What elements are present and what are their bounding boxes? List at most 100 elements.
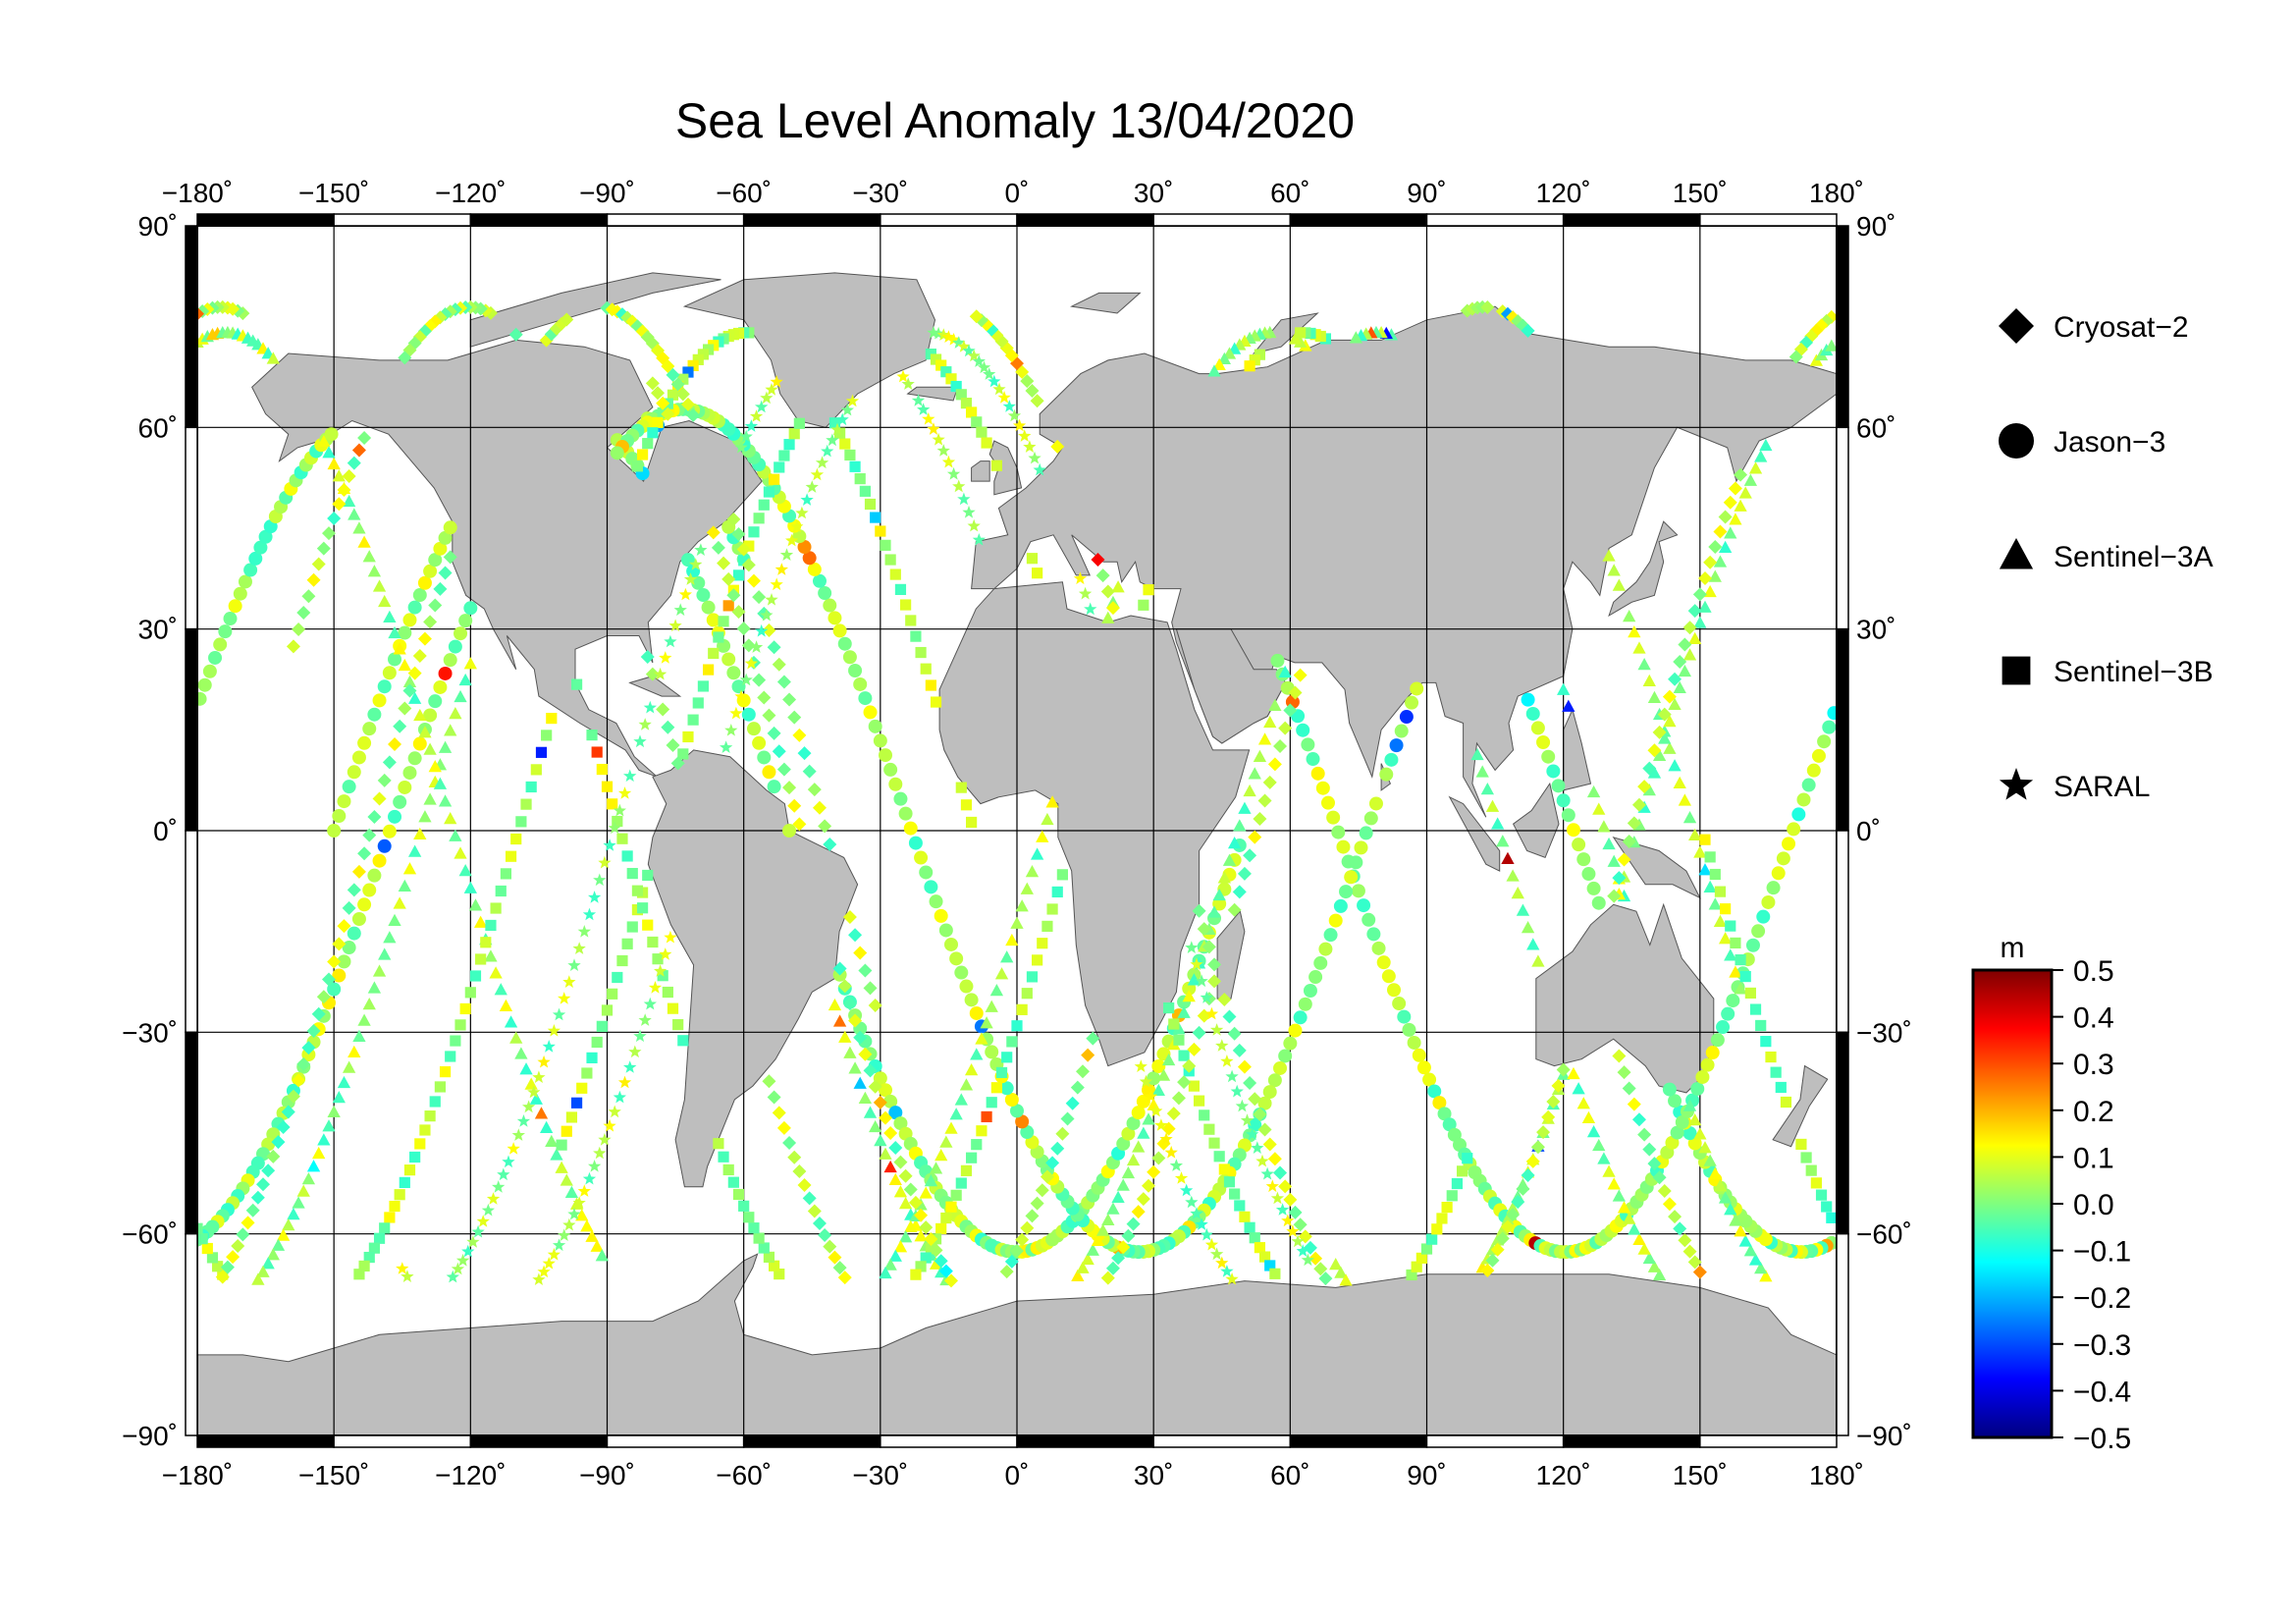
observation-diamond xyxy=(741,638,756,653)
observation-square xyxy=(1770,1066,1782,1078)
observation-square xyxy=(647,936,659,948)
observation-star xyxy=(466,1235,480,1248)
observation-star xyxy=(760,391,774,405)
observation-square xyxy=(1451,1177,1464,1190)
observation-square xyxy=(1168,1018,1180,1030)
track-jason-3 xyxy=(192,427,1842,1260)
observation-triangle xyxy=(332,469,346,482)
observation-square xyxy=(581,1067,593,1079)
observation-circle xyxy=(1566,823,1580,838)
observation-circle xyxy=(1366,927,1381,942)
lon-tick-label-bottom: 90˚ xyxy=(1407,1460,1446,1490)
observation-square xyxy=(1032,568,1043,579)
observation-square xyxy=(1218,1163,1230,1175)
observation-star xyxy=(1265,1179,1279,1193)
observation-star xyxy=(790,519,804,533)
observation-diamond xyxy=(752,590,767,605)
observation-diamond xyxy=(848,1013,863,1028)
observation-diamond xyxy=(327,512,342,526)
observation-triangle xyxy=(1708,1166,1722,1179)
lon-tick-label-bottom: −120˚ xyxy=(435,1460,506,1490)
observation-star xyxy=(932,432,945,446)
observation-square xyxy=(1749,1003,1762,1015)
legend-star-icon xyxy=(1999,768,2034,800)
observation-triangle xyxy=(1257,732,1272,745)
observation-triangle xyxy=(898,1230,913,1243)
observation-diamond xyxy=(362,828,377,842)
observation-star xyxy=(633,1029,647,1043)
observation-triangle xyxy=(1693,1127,1707,1140)
observation-diamond xyxy=(863,981,878,996)
colorbar-tick-label: 0.3 xyxy=(2073,1049,2114,1081)
lat-tick-label-right: 0˚ xyxy=(1856,816,1881,846)
observation-square xyxy=(1254,1242,1266,1254)
frame-bar-left xyxy=(185,225,198,429)
observation-circle xyxy=(863,705,878,720)
observation-triangle xyxy=(327,457,341,470)
observation-diamond xyxy=(1060,1111,1075,1126)
observation-triangle xyxy=(1738,1234,1752,1247)
observation-circle xyxy=(1293,1010,1308,1025)
frame-bar-top xyxy=(880,213,1018,227)
observation-square xyxy=(682,366,694,378)
observation-diamond xyxy=(1678,637,1692,652)
observation-triangle xyxy=(393,642,406,655)
observation-star xyxy=(1204,1006,1219,1020)
observation-square xyxy=(500,868,512,880)
observation-triangle xyxy=(266,1248,280,1261)
legend-item: Jason−3 xyxy=(1999,423,2165,459)
frame-bar-top xyxy=(469,213,609,227)
observation-square xyxy=(960,1164,973,1176)
figure-title: Sea Level Anomaly 13/04/2020 xyxy=(675,93,1355,148)
observation-star xyxy=(1002,400,1016,412)
observation-star xyxy=(774,563,788,575)
observation-square xyxy=(986,1097,997,1109)
observation-diamond xyxy=(1692,1265,1707,1279)
observation-triangle xyxy=(398,658,411,672)
observation-circle xyxy=(377,679,392,694)
observation-diamond xyxy=(1131,1205,1146,1219)
observation-circle xyxy=(258,529,273,544)
observation-circle xyxy=(1315,781,1330,795)
observation-circle xyxy=(908,836,923,850)
observation-square xyxy=(570,1097,583,1109)
observation-circle xyxy=(443,520,457,535)
observation-diamond xyxy=(407,666,422,680)
observation-star xyxy=(572,1196,586,1209)
observation-square xyxy=(960,799,973,811)
observation-diamond xyxy=(311,557,326,571)
observation-circle xyxy=(1386,983,1401,998)
observation-diamond xyxy=(1703,555,1718,569)
observation-triangle xyxy=(1111,580,1125,593)
frame-bar-right xyxy=(1836,1031,1849,1235)
observation-star xyxy=(977,360,991,374)
observation-triangle xyxy=(402,675,417,687)
observation-square xyxy=(1810,1177,1822,1189)
observation-square xyxy=(1765,1051,1777,1063)
observation-diamond xyxy=(1177,1075,1192,1090)
observation-diamond xyxy=(792,728,807,742)
observation-diamond xyxy=(868,1079,882,1094)
observation-triangle xyxy=(1713,555,1728,568)
observation-triangle xyxy=(1010,916,1024,929)
observation-triangle xyxy=(388,625,401,639)
observation-circle xyxy=(943,937,958,951)
observation-diamond xyxy=(423,615,438,629)
observation-diamond xyxy=(412,649,427,664)
observation-diamond xyxy=(1151,1151,1166,1165)
observation-triangle xyxy=(1703,1154,1717,1166)
observation-triangle xyxy=(1531,954,1545,967)
observation-triangle xyxy=(1743,473,1758,486)
observation-square xyxy=(966,406,978,418)
frame-bar-top xyxy=(333,213,472,227)
observation-star xyxy=(1012,418,1027,432)
observation-circle xyxy=(337,954,351,969)
observation-triangle xyxy=(484,949,498,962)
observation-triangle xyxy=(1111,1190,1125,1203)
observation-star xyxy=(739,429,753,443)
observation-diamond xyxy=(802,764,817,779)
observation-triangle xyxy=(489,966,503,979)
colorbar-tick-label: −0.2 xyxy=(2073,1282,2131,1315)
observation-triangle xyxy=(1491,817,1505,830)
observation-triangle xyxy=(1207,905,1221,918)
